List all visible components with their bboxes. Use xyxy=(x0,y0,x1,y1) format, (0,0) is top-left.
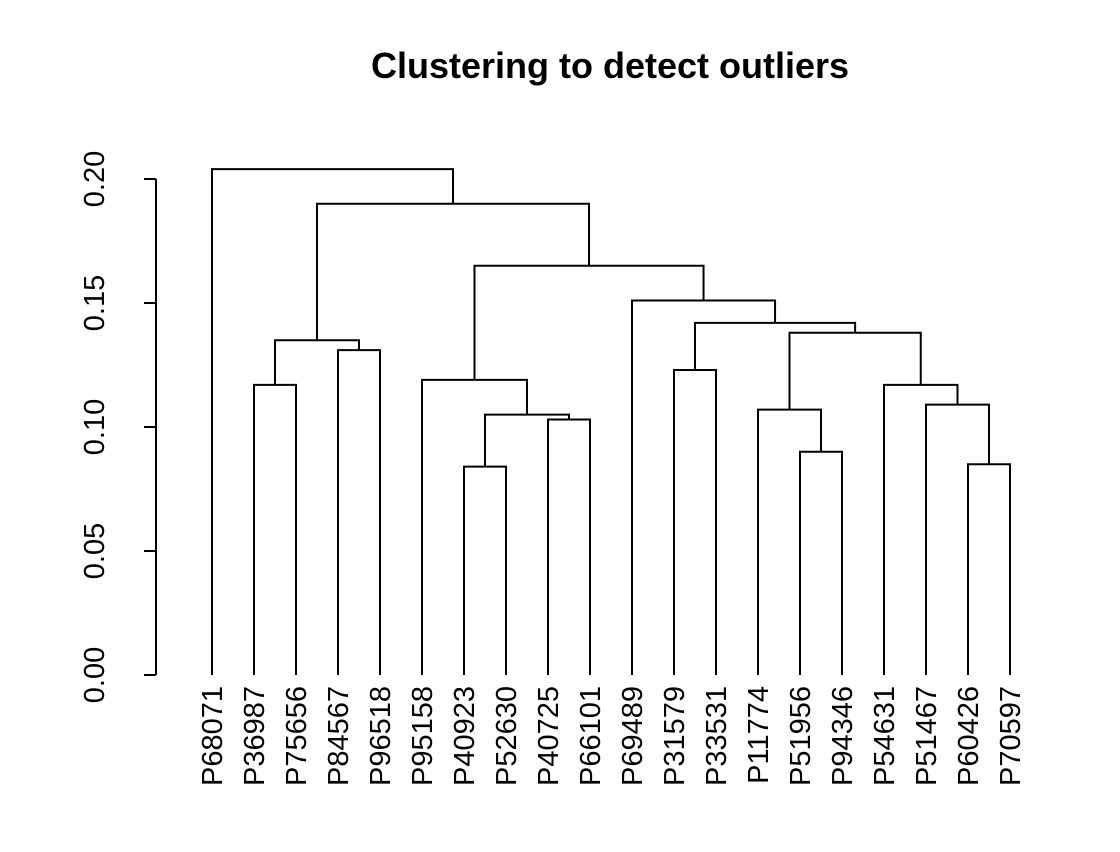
leaf-label: P70597 xyxy=(995,686,1027,786)
y-axis: 0.00 0.05 0.10 0.15 0.20 xyxy=(79,151,157,703)
dendrogram-branch xyxy=(253,383,297,675)
leaf-label: P11774 xyxy=(743,686,775,784)
chart-title: Clustering to detect outliers xyxy=(371,45,849,86)
leaf-label: P40725 xyxy=(533,686,565,786)
leaf-label: P60426 xyxy=(953,686,985,786)
dendrogram-branch xyxy=(673,368,717,675)
leaf-label: P68071 xyxy=(197,686,229,786)
dendrogram-branch xyxy=(337,349,381,675)
dendrogram-branch xyxy=(473,264,705,380)
leaf-label: P36987 xyxy=(239,686,271,786)
leaf-label: P66101 xyxy=(575,686,607,786)
leaf-label: P84567 xyxy=(323,686,355,786)
leaf-label: P31579 xyxy=(659,686,691,786)
y-tick-label: 0.20 xyxy=(79,151,111,207)
dendrogram-branch xyxy=(799,450,843,675)
leaf-label: P94346 xyxy=(827,686,859,786)
leaf-label: P96518 xyxy=(365,686,397,786)
dendrogram-branch xyxy=(421,378,528,675)
y-tick-label: 0.15 xyxy=(79,275,111,331)
leaf-label: P33531 xyxy=(701,686,733,786)
dendrogram-branch xyxy=(925,403,990,675)
dendrogram-branch xyxy=(631,299,777,675)
dendrogram-branch xyxy=(883,383,959,675)
dendrogram-branch xyxy=(694,321,857,370)
y-tick-label: 0.00 xyxy=(79,647,111,703)
leaf-label: P52630 xyxy=(491,686,523,786)
leaf-label: P51467 xyxy=(911,686,943,786)
dendrogram-branch xyxy=(484,413,570,467)
dendrogram-branch xyxy=(316,202,591,341)
dendrogram-branches xyxy=(211,168,1011,675)
leaf-label: P75656 xyxy=(281,686,313,786)
dendrogram-branch xyxy=(211,168,455,675)
y-tick-label: 0.05 xyxy=(79,523,111,579)
leaf-label: P69489 xyxy=(617,686,649,786)
dendrogram-branch xyxy=(274,339,360,385)
leaf-label: P54631 xyxy=(869,686,901,786)
dendrogram-branch xyxy=(463,465,507,675)
y-tick-label: 0.10 xyxy=(79,399,111,455)
leaf-label: P51956 xyxy=(785,686,817,786)
dendrogram-branch xyxy=(967,463,1011,675)
leaf-labels: P68071 P36987 P75656 P84567 P96518 P95158 P409… xyxy=(197,686,1027,786)
dendrogram-branch xyxy=(788,331,922,410)
leaf-label: P95158 xyxy=(407,686,439,786)
dendrogram-branch xyxy=(547,418,591,675)
leaf-label: P40923 xyxy=(449,686,481,786)
dendrogram-branch xyxy=(757,408,822,675)
